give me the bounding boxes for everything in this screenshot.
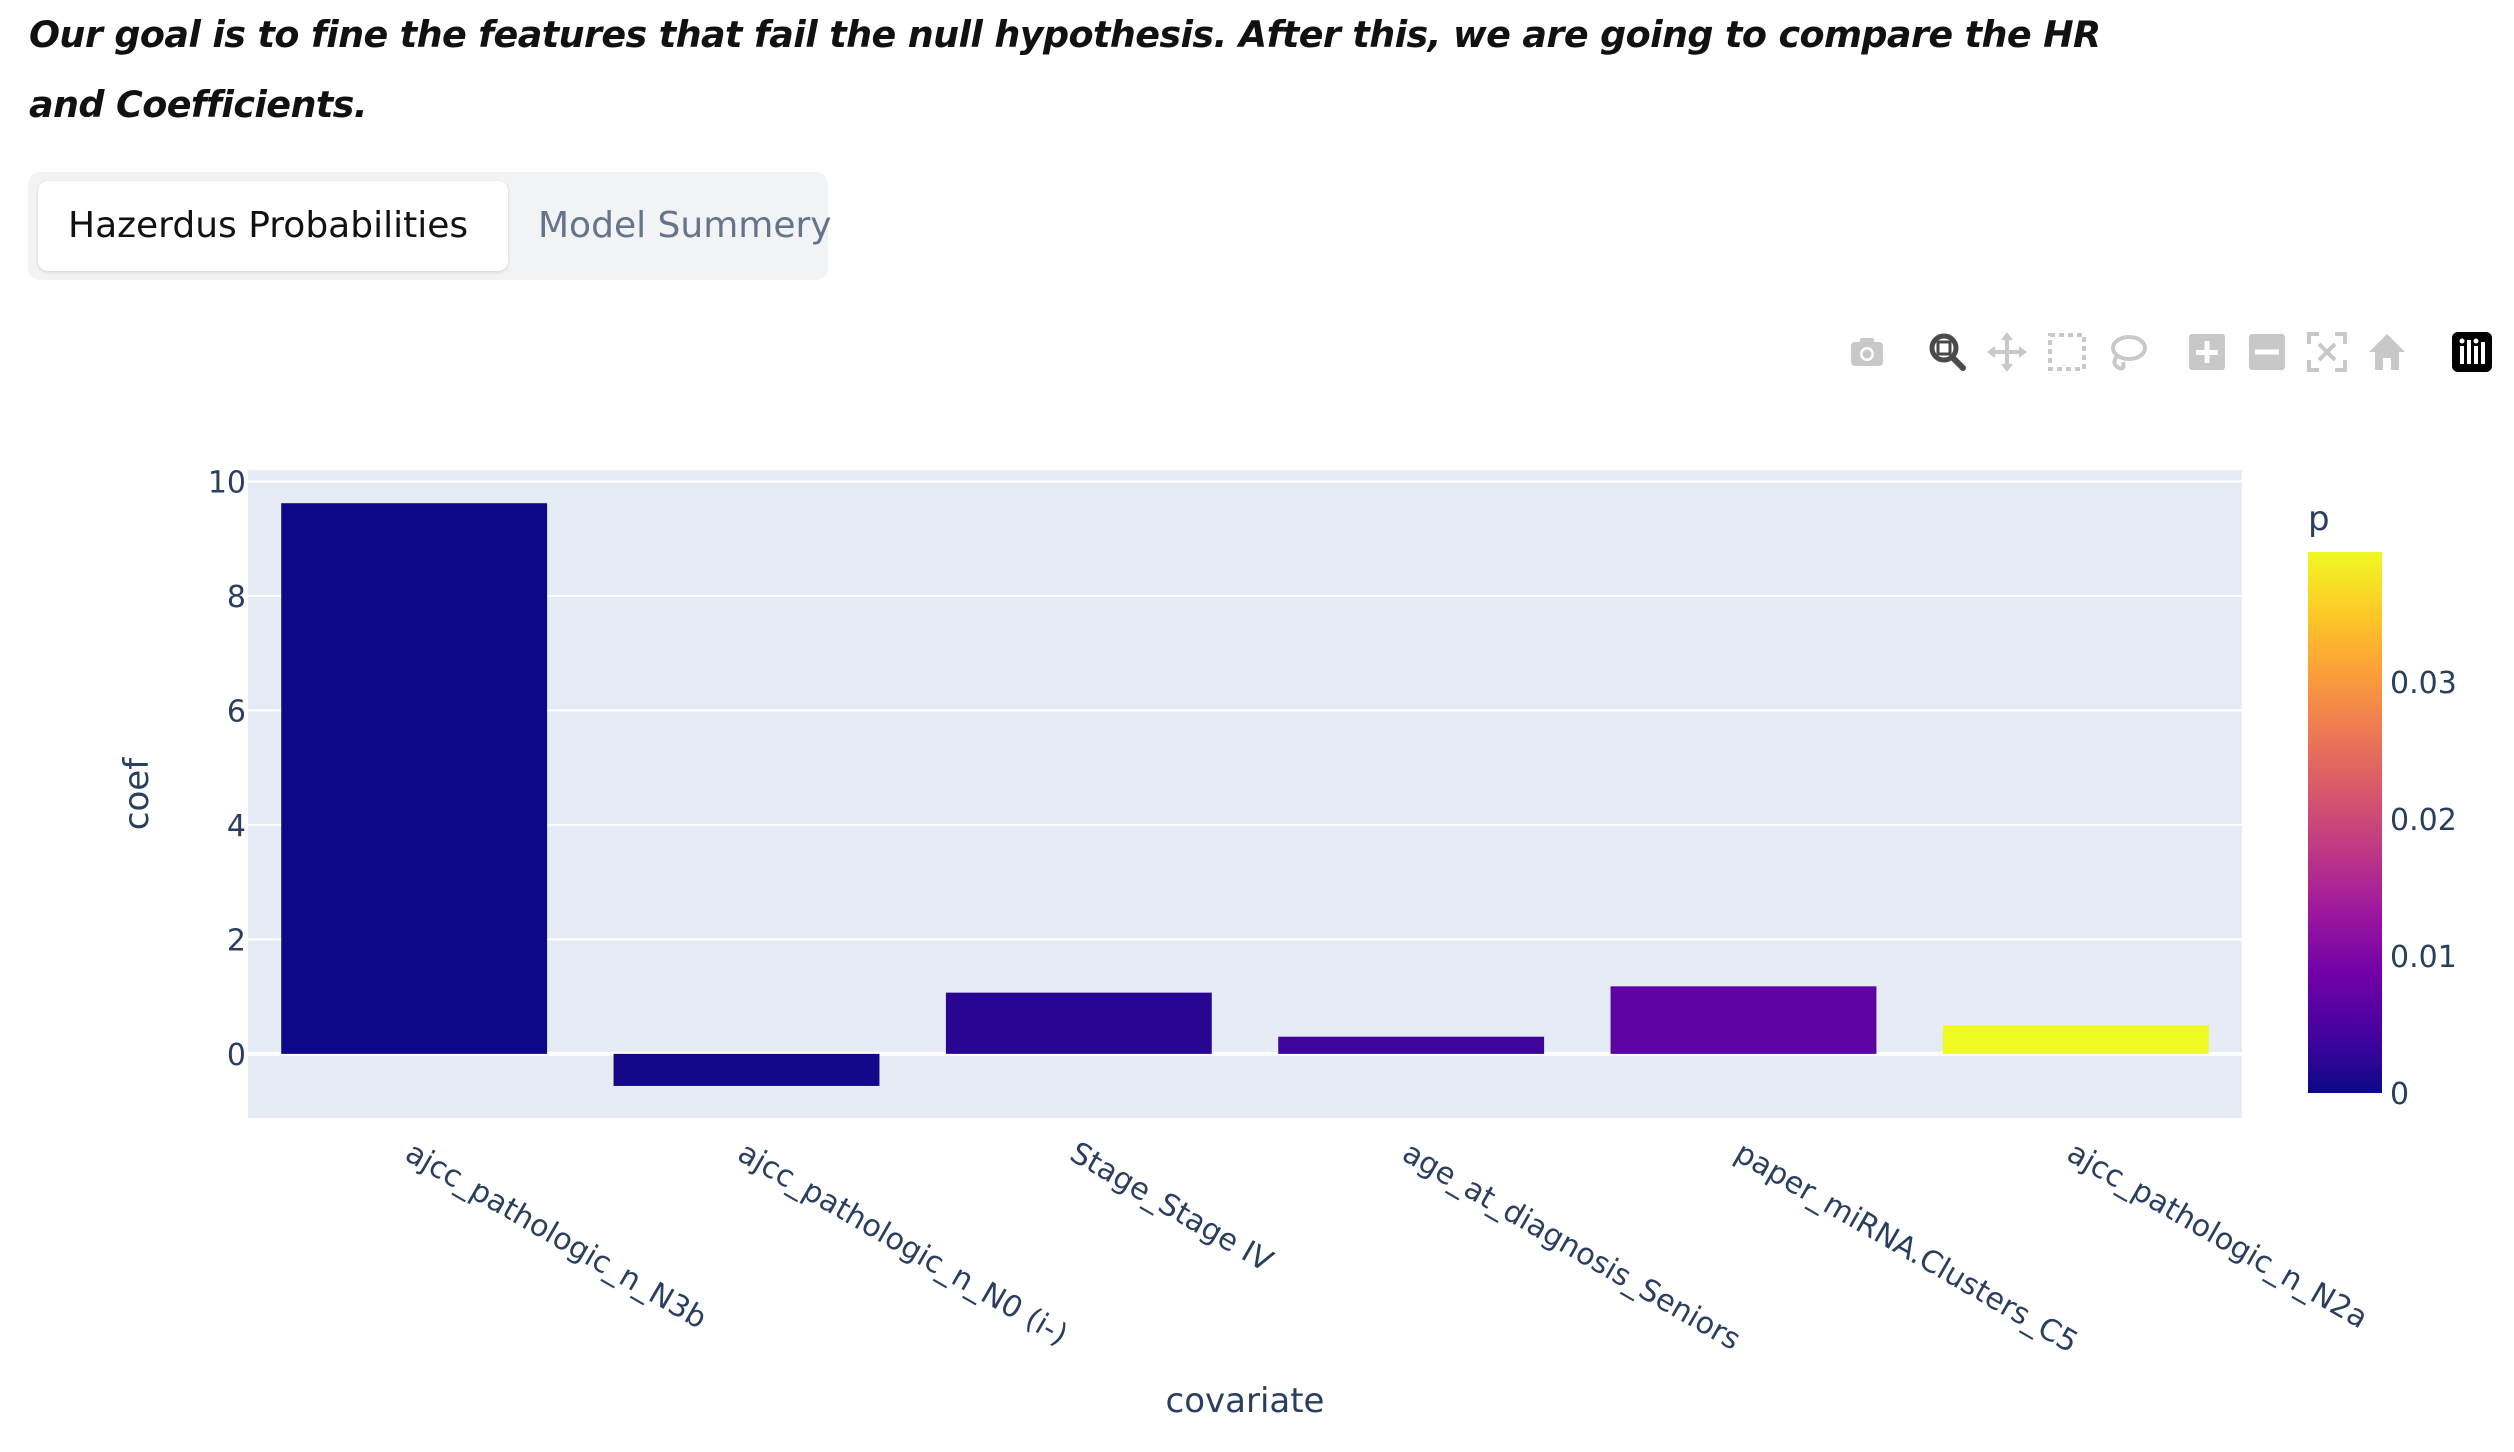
x-tick-label: ajcc_pathologic_n_N3b [399, 1135, 712, 1336]
autoscale-icon[interactable] [2305, 330, 2349, 374]
bar [1610, 986, 1877, 1054]
camera-icon[interactable] [1845, 330, 1889, 374]
x-tick-label: ajcc_pathologic_n_N2a [2061, 1135, 2374, 1336]
box-select-icon[interactable] [2045, 330, 2089, 374]
x-tick-label: Stage_Stage IV [1064, 1135, 1279, 1279]
bar [613, 1053, 880, 1086]
intro-line-1: Our goal is to fine the features that fa… [29, 13, 2101, 56]
colorbar [2308, 552, 2382, 1093]
plot-area [248, 470, 2242, 1118]
intro-line-2: and Coefficients. [29, 83, 368, 126]
zoom-out-icon[interactable] [2245, 330, 2289, 374]
pan-icon[interactable] [1985, 330, 2029, 374]
colorbar-tick-label: 0 [2390, 1077, 2409, 1112]
colorbar-tick-label: 0.01 [2390, 940, 2457, 975]
y-tick-label: 10 [208, 465, 246, 500]
tab-model-summery[interactable]: Model Summery [538, 205, 832, 246]
tab-hazerdus-probabilities[interactable]: Hazerdus Probabilities [38, 181, 508, 271]
intro-text: Our goal is to fine the features that fa… [29, 0, 2101, 140]
bar [281, 503, 548, 1054]
chart-modebar [1840, 320, 2500, 380]
colorbar-title: p [2308, 499, 2330, 539]
y-tick-label: 0 [227, 1038, 246, 1073]
y-tick-label: 2 [227, 923, 246, 958]
y-axis-title: coef [117, 757, 157, 830]
tab-bar: Hazerdus Probabilities Model Summery [28, 172, 832, 280]
x-tick-label: ajcc_pathologic_n_N0 (i-) [732, 1135, 1074, 1353]
reset-axes-icon[interactable] [2365, 330, 2409, 374]
bar [1278, 1036, 1545, 1054]
zoom-icon[interactable] [1925, 330, 1969, 374]
zoom-in-icon[interactable] [2185, 330, 2229, 374]
x-tick-label: paper_miRNA.Clusters_C5 [1729, 1135, 2084, 1360]
x-axis-title: covariate [1166, 1381, 1325, 1421]
lasso-select-icon[interactable] [2105, 330, 2149, 374]
colorbar-tick-label: 0.03 [2390, 666, 2457, 701]
bar [1942, 1025, 2209, 1054]
x-tick-label: age_at_diagnosis_Seniors [1396, 1135, 1746, 1357]
bar [945, 992, 1212, 1054]
colorbar-tick-label: 0.02 [2390, 803, 2457, 838]
y-tick-label: 8 [227, 580, 246, 615]
y-tick-label: 6 [227, 694, 246, 729]
y-tick-label: 4 [227, 809, 246, 844]
plotly-logo-icon[interactable] [2450, 330, 2494, 374]
